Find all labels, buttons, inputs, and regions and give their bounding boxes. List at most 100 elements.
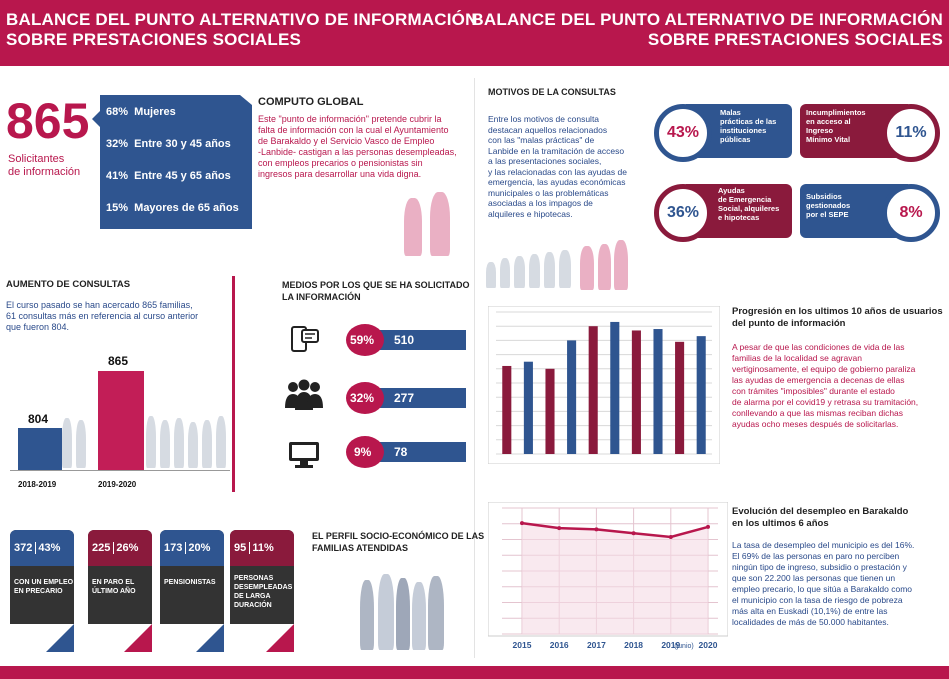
- bar-0: [502, 365, 512, 454]
- row-mujeres: 68% Mujeres: [106, 106, 176, 118]
- medios-row-1: 59% 510: [346, 324, 466, 356]
- medios-title: MEDIOS POR LOS QUE SE HA SOLICITADO LA IN…: [282, 280, 470, 302]
- solicitantes-rows: 68% Mujeres 32% Entre 30 y 45 años 41% E…: [106, 106, 239, 234]
- point-0: [520, 521, 524, 526]
- bar-label-2018: 2018-2019: [18, 480, 57, 489]
- perfil-card-2: 225 26% EN PARO EL ÚLTIMO AÑO: [88, 530, 152, 654]
- crowd-silhouette: [378, 574, 394, 650]
- bar-9: [696, 336, 706, 454]
- perfil-card-1: 372 43% CON UN EMPLEO EN PRECARIO: [10, 530, 74, 654]
- crowd-silhouette: [544, 252, 555, 288]
- bar-6: [631, 330, 641, 454]
- x-tick-label: 2015: [513, 640, 532, 650]
- bar-2018-2019: [18, 428, 62, 470]
- bar-8: [675, 341, 685, 454]
- footer-bar: [0, 666, 949, 679]
- aumento-title: AUMENTO DE CONSULTAS: [6, 279, 131, 290]
- series-line: [521, 521, 709, 539]
- crowd-silhouette: [614, 240, 628, 290]
- bar-3: [567, 340, 577, 454]
- crowd-silhouette: [360, 580, 374, 650]
- x-tick-label: 2018: [624, 640, 643, 650]
- point-2: [594, 527, 599, 532]
- crowd-silhouette: [428, 576, 444, 650]
- crowd-silhouette: [62, 418, 72, 468]
- crowd-silhouette: [486, 262, 496, 288]
- motivo-pct-1: 43%: [654, 104, 712, 162]
- motivo-pct-2: 11%: [882, 104, 940, 162]
- bar-4: [588, 326, 598, 454]
- computo-title: COMPUTO GLOBAL: [258, 96, 364, 108]
- phone-icon: [291, 326, 319, 352]
- motivo-pct-4: 8%: [882, 184, 940, 242]
- solicitantes-label: Solicitantes de información: [8, 153, 81, 178]
- computo-text: Este "punto de información" pretende cub…: [258, 114, 457, 179]
- x-tick-label: 2019: [661, 640, 680, 650]
- bar-baseline: [10, 470, 230, 471]
- motivo-pct-3: 36%: [654, 184, 712, 242]
- person-silhouette: [404, 198, 422, 256]
- bar-1: [523, 361, 533, 454]
- bar-7: [653, 329, 663, 454]
- crowd-silhouette: [188, 422, 198, 468]
- section-divider: [232, 276, 235, 492]
- row-45-65: 41% Entre 45 y 65 años: [106, 170, 231, 182]
- motivo-label-2: Incumplimientos en acceso al Ingreso Mínimo…: [806, 108, 866, 144]
- row-30-45: 32% Entre 30 y 45 años: [106, 138, 231, 150]
- perfil-card-3: 173 20% PENSIONISTAS: [160, 530, 224, 654]
- crowd-silhouette: [559, 250, 571, 288]
- bar-2: [545, 368, 555, 454]
- medios-row-3: 9% 78: [346, 436, 466, 468]
- bar-label-2019: 2019-2020: [98, 480, 137, 489]
- medios-row-2: 32% 277: [346, 382, 466, 414]
- crowd-silhouette: [514, 256, 525, 288]
- crowd-silhouette: [529, 254, 540, 288]
- crowd-silhouette: [216, 416, 226, 468]
- area-fill: [522, 523, 708, 634]
- crowd-silhouette: [580, 246, 594, 290]
- crowd-silhouette: [500, 258, 510, 288]
- header-title-left: BALANCE DEL PUNTO ALTERNATIVO DE INFORMA…: [6, 10, 478, 49]
- x-tick-label: 2020: [699, 640, 718, 650]
- header-bar: [0, 0, 949, 66]
- crowd-silhouette: [412, 582, 426, 650]
- motivo-label-3: Ayudas de Emergencia Social, alquileres e h…: [718, 186, 780, 222]
- crowd-silhouette: [160, 420, 170, 468]
- point-5: [706, 524, 710, 529]
- motivos-title: MOTIVOS DE LA CONSULTAS: [488, 87, 616, 97]
- progresion-bar-chart: [488, 306, 720, 464]
- crowd-silhouette: [598, 244, 611, 290]
- aumento-text: El curso pasado se han acercado 865 fami…: [6, 300, 199, 332]
- bar-value-2019: 865: [108, 354, 129, 368]
- x-tick-label: 2017: [587, 640, 606, 650]
- progresion-text: A pesar de que las condiciones de vida d…: [732, 342, 919, 429]
- crowd-silhouette: [146, 416, 156, 468]
- evolucion-line-chart: 2015 2016 2017 2018 2019 2020 (junio): [488, 502, 728, 650]
- header-title-right: BALANCE DEL PUNTO ALTERNATIVO DE INFORMA…: [471, 10, 943, 49]
- column-divider: [474, 78, 475, 658]
- crowd-silhouette: [76, 420, 86, 468]
- point-1: [557, 526, 562, 531]
- x-tick-label: 2016: [550, 640, 569, 650]
- person-silhouette: [430, 192, 450, 256]
- row-65: 15% Mayores de 65 años: [106, 202, 239, 214]
- crowd-silhouette: [396, 578, 410, 650]
- bar-2019-2020: [98, 371, 144, 470]
- bar-value-2018: 804: [28, 412, 49, 426]
- perfil-title: EL PERFIL SOCIO-ECONÓMICO DE LAS FAMILIAS…: [312, 531, 485, 553]
- x-tick-note: (junio): [674, 643, 693, 650]
- solicitantes-number: 865: [6, 93, 90, 149]
- crowd-silhouette: [174, 418, 184, 468]
- crowd-silhouette: [202, 420, 212, 468]
- evolucion-text: La tasa de desempleo del municipio es de…: [732, 540, 915, 627]
- motivo-label-4: Subsidios gestionados por el SEPE: [806, 192, 851, 219]
- point-3: [631, 531, 636, 536]
- solicitantes-panel: [92, 95, 252, 229]
- bar-5: [610, 321, 620, 454]
- motivos-text: Entre los motivos de consulta destacan aq…: [488, 114, 627, 219]
- perfil-card-4: 95 11% PERSONAS DESEMPLEADAS DE LARGA DURAC…: [230, 530, 294, 654]
- point-4: [668, 534, 673, 539]
- evolucion-title: Evolución del desempleo en Barakaldo en l…: [732, 506, 909, 529]
- people-icon: [285, 379, 323, 410]
- progresion-title: Progresión en los ultimos 10 años de usu…: [732, 306, 943, 329]
